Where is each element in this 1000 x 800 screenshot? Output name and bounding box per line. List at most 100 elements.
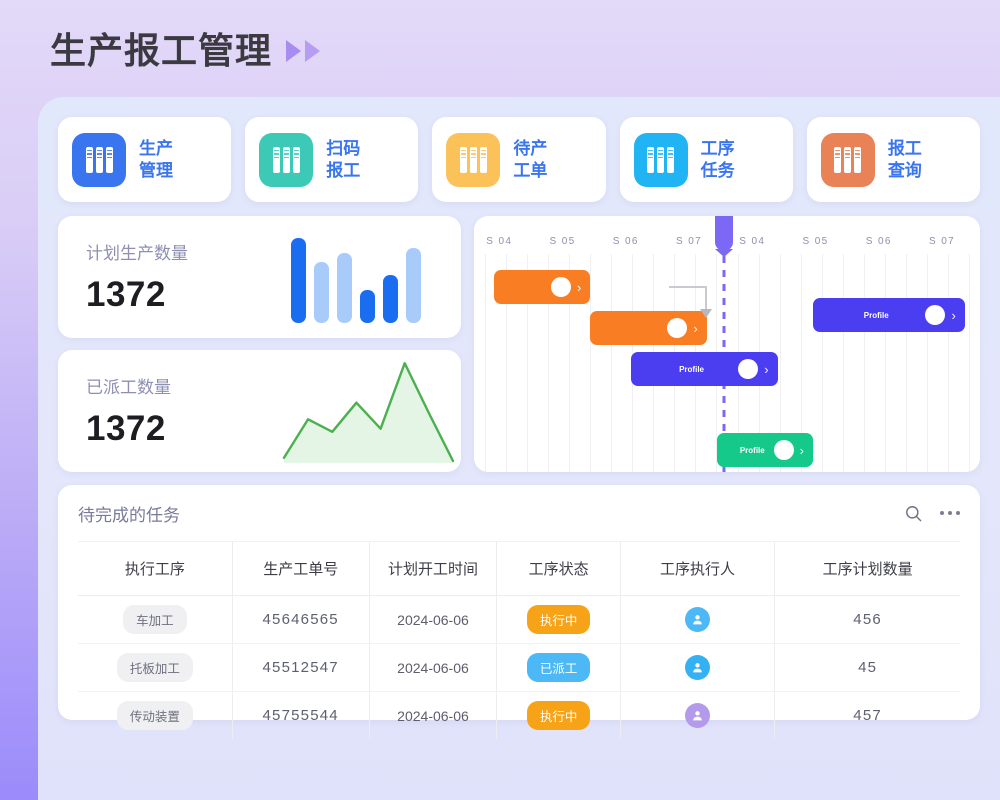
gantt-gridline (969, 254, 971, 472)
cell-plan-date: 2024-06-06 (369, 643, 498, 692)
gantt-bar-handle[interactable] (738, 359, 759, 379)
cell-order-no: 45512547 (232, 643, 370, 692)
task-table: 执行工序 生产工单号 计划开工时间 工序状态 工序执行人 工序计划数量 车加工 456465… (78, 542, 960, 739)
gantt-gridline (505, 254, 507, 472)
gantt-bar-handle[interactable] (551, 277, 572, 297)
gantt-axis-label: S 05 (802, 236, 829, 247)
gantt-bar-label: Profile (739, 445, 765, 455)
user-avatar-icon[interactable] (685, 703, 711, 728)
table-column-header: 执行工序 (78, 542, 233, 596)
nav-card-label: 扫码 报工 (326, 138, 361, 180)
gantt-gridline (821, 254, 823, 472)
gantt-axis-label: S 04 (486, 236, 513, 247)
table-header-row: 执行工序 生产工单号 计划开工时间 工序状态 工序执行人 工序计划数量 (78, 542, 960, 596)
gantt-gridline (842, 254, 844, 472)
task-table-header: 待完成的任务 (78, 485, 960, 542)
bar-4 (359, 289, 375, 323)
kpi-text-planned: 计划生产数量 1372 (86, 239, 276, 315)
user-avatar-icon[interactable] (685, 607, 711, 632)
books-icon (633, 132, 688, 187)
nav-card-3[interactable]: 待产 工单 (432, 117, 606, 202)
gantt-bar-5[interactable]: Profile › (716, 433, 813, 467)
nav-card-label: 工序 任务 (700, 138, 735, 180)
gantt-bar-handle[interactable] (667, 318, 688, 338)
gantt-gridline (611, 254, 613, 472)
kpi-value-planned: 1372 (86, 275, 166, 314)
kpi-column: 计划生产数量 1372 已派工数量 1372 (58, 216, 461, 472)
gantt-axis-label: S 06 (612, 236, 639, 247)
gantt-axis-label: S 06 (865, 236, 892, 247)
bar-3 (336, 253, 352, 323)
gantt-bar-handle[interactable] (925, 305, 946, 325)
chevron-right-icon[interactable]: › (693, 320, 698, 336)
gantt-bar-3[interactable]: Profile › (630, 352, 778, 386)
area-fill (284, 363, 453, 463)
status-badge: 执行中 (526, 701, 591, 730)
nav-card-2[interactable]: 扫码 报工 (245, 117, 419, 202)
search-icon[interactable] (904, 504, 923, 523)
table-column-header: 工序计划数量 (774, 542, 960, 596)
kpi-text-dispatched: 已派工数量 1372 (86, 373, 276, 449)
page-header: 生产报工管理 (50, 33, 321, 69)
books-icon (446, 132, 501, 187)
nav-card-label: 待产 工单 (513, 138, 548, 180)
cell-plan-date: 2024-06-06 (369, 691, 498, 739)
table-row[interactable]: 托板加工 45512547 2024-06-06 已派工 45 (78, 643, 960, 692)
gantt-bar-label: Profile (863, 310, 889, 320)
gantt-bar-1[interactable]: › (494, 270, 591, 304)
books-icon (72, 132, 126, 187)
process-chip: 托板加工 (116, 653, 193, 682)
bar-2 (313, 262, 329, 323)
app-shell: 生产 管理 扫码 报工 待产 工单 工序 任务 报工 查询 计划生产数量 1372 已派… (38, 97, 1000, 800)
table-column-header: 工序状态 (496, 542, 621, 596)
cell-order-no: 45755544 (232, 691, 370, 739)
task-table-actions (904, 504, 960, 523)
status-badge: 已派工 (526, 653, 591, 682)
nav-card-4[interactable]: 工序 任务 (619, 117, 793, 202)
kpi-area-chart (276, 350, 461, 472)
double-triangle-right-icon (286, 40, 321, 62)
gantt-axis-label: S 07 (928, 236, 956, 247)
gantt-gridline (779, 254, 781, 472)
cell-status: 已派工 (496, 643, 621, 692)
gantt-bar-handle[interactable] (773, 440, 794, 460)
table-column-header: 工序执行人 (620, 542, 776, 596)
cell-operator (620, 643, 776, 692)
bar-5 (382, 275, 398, 323)
area-line (282, 362, 455, 463)
more-dots-icon[interactable] (940, 511, 960, 515)
chevron-right-icon[interactable]: › (951, 307, 956, 323)
cell-process: 传动装置 (78, 691, 233, 739)
process-chip: 车加工 (123, 605, 187, 634)
gantt-gridline (906, 254, 908, 472)
gantt-gridline (948, 254, 950, 472)
gantt-bar-4[interactable]: Profile › (813, 298, 965, 332)
gantt-bar-2[interactable]: › (590, 311, 707, 345)
gantt-chart-panel[interactable]: S 04 S 05 S 06 S 07 S 04 S 05 S 06 S 07 › › Profil… (474, 216, 980, 472)
cell-operator (620, 595, 776, 644)
gantt-gridline (526, 254, 528, 472)
kpi-value-dispatched: 1372 (86, 409, 166, 448)
chevron-right-icon[interactable]: › (764, 361, 769, 377)
chevron-right-icon[interactable]: › (799, 442, 804, 458)
gantt-axis-label: S 07 (675, 236, 703, 247)
nav-card-row: 生产 管理 扫码 报工 待产 工单 工序 任务 报工 查询 (58, 117, 981, 202)
nav-card-label: 报工 查询 (887, 138, 922, 180)
kpi-card-dispatched: 已派工数量 1372 (58, 350, 461, 472)
task-table-title: 待完成的任务 (78, 505, 180, 525)
gantt-axis-label: S 05 (549, 236, 576, 247)
table-row[interactable]: 传动装置 45755544 2024-06-06 执行中 457 (78, 691, 960, 739)
gantt-playhead-pin[interactable] (715, 216, 734, 257)
kpi-card-planned: 计划生产数量 1372 (58, 216, 461, 338)
nav-card-1[interactable]: 生产 管理 (58, 117, 232, 202)
books-icon (259, 132, 314, 187)
gantt-gridline (800, 254, 802, 472)
table-row[interactable]: 车加工 45646565 2024-06-06 执行中 456 (78, 595, 960, 644)
kpi-label-dispatched: 已派工数量 (86, 378, 171, 397)
chevron-right-icon[interactable]: › (577, 279, 582, 295)
kpi-bar-chart (276, 216, 435, 338)
nav-card-5[interactable]: 报工 查询 (806, 117, 981, 202)
gantt-gridline (885, 254, 887, 472)
user-avatar-icon[interactable] (685, 655, 711, 680)
gantt-gridline (927, 254, 929, 472)
